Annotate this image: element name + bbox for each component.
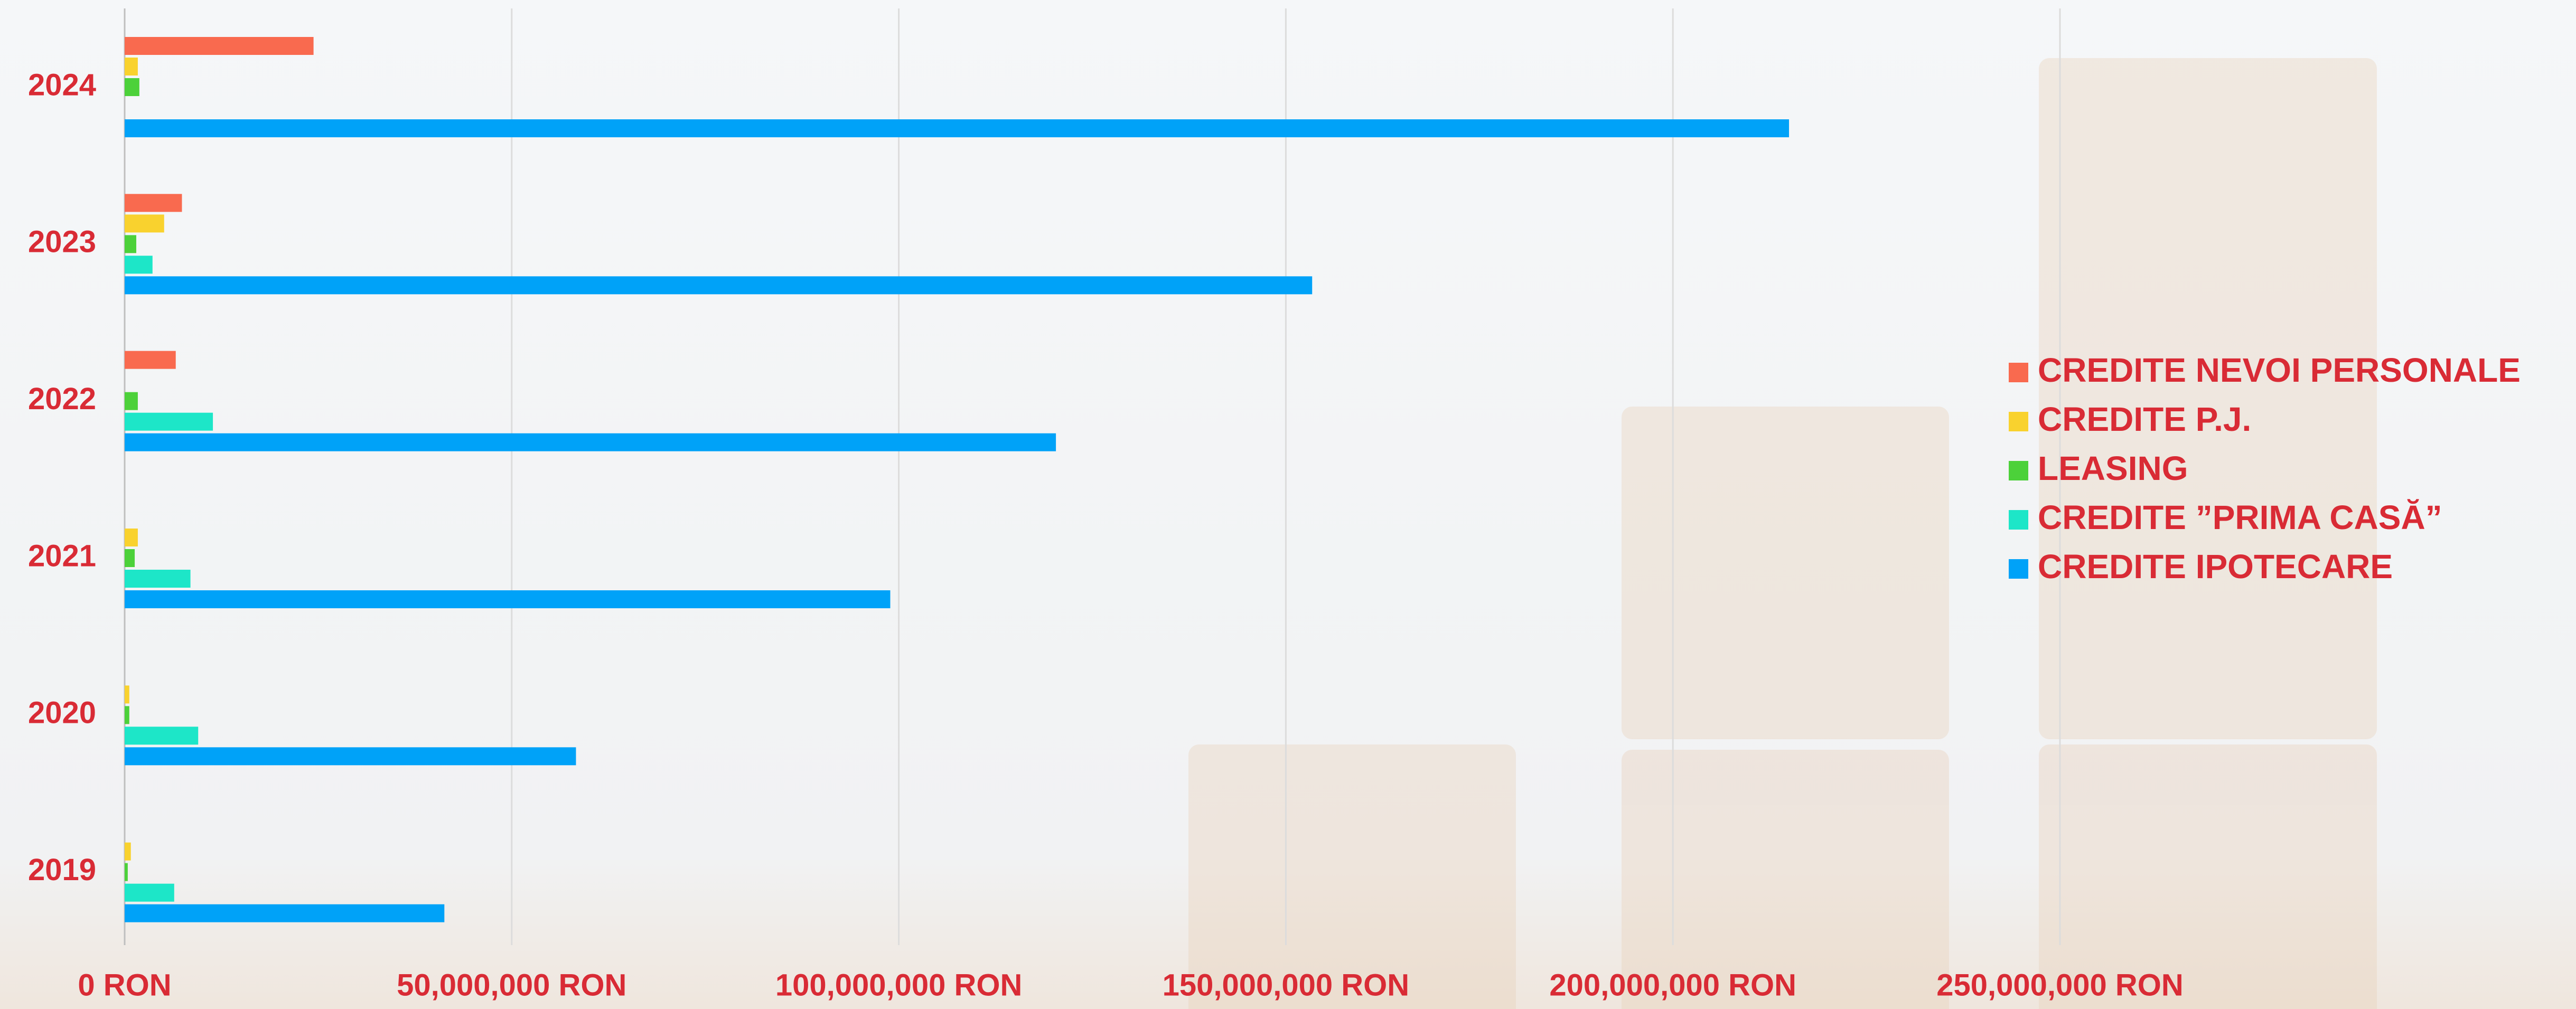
legend-label: LEASING bbox=[2038, 449, 2188, 487]
labels: 0 RON 50,000,000 RON 100,000,000 RON 150,00… bbox=[28, 68, 2184, 1002]
x-tick-label: 100,000,000 RON bbox=[775, 968, 1023, 1002]
bar bbox=[125, 256, 153, 274]
x-tick-label: 200,000,000 RON bbox=[1549, 968, 1796, 1002]
legend-swatch bbox=[2009, 363, 2028, 382]
bar bbox=[125, 78, 139, 96]
y-tick-label: 2024 bbox=[28, 68, 96, 102]
bar bbox=[125, 412, 213, 431]
x-tick-label: 150,000,000 RON bbox=[1163, 968, 1410, 1002]
x-tick-label: 50,000,000 RON bbox=[397, 968, 626, 1002]
legend-swatch bbox=[2009, 510, 2028, 530]
legend-swatch bbox=[2009, 559, 2028, 579]
legend-label: CREDITE NEVOI PERSONALE bbox=[2038, 351, 2521, 389]
bar bbox=[125, 276, 1313, 295]
bar bbox=[125, 842, 131, 861]
bar bbox=[125, 590, 891, 608]
bar bbox=[125, 529, 138, 546]
bar bbox=[125, 235, 136, 253]
y-tick-label: 2023 bbox=[28, 225, 96, 259]
decoration bbox=[1188, 58, 2377, 1009]
bar bbox=[125, 37, 314, 55]
y-tick-label: 2022 bbox=[28, 382, 96, 416]
y-tick-label: 2020 bbox=[28, 696, 96, 730]
legend: CREDITE NEVOI PERSONALE CREDITE P.J. LEASI… bbox=[2009, 351, 2521, 586]
bar bbox=[125, 392, 138, 410]
bar bbox=[125, 706, 129, 724]
legend-label: CREDITE P.J. bbox=[2038, 400, 2251, 438]
y-tick-label: 2019 bbox=[28, 853, 96, 887]
bar bbox=[125, 549, 135, 567]
bar bbox=[125, 863, 128, 881]
legend-label: CREDITE ”PRIMA CASĂ” bbox=[2038, 498, 2442, 536]
bar bbox=[125, 194, 182, 212]
legend-label: CREDITE IPOTECARE bbox=[2038, 548, 2393, 586]
bar bbox=[125, 433, 1056, 451]
grid bbox=[124, 8, 2061, 945]
bar bbox=[125, 685, 129, 704]
bar bbox=[125, 727, 199, 745]
y-tick-label: 2021 bbox=[28, 539, 96, 573]
bar bbox=[125, 214, 164, 233]
bar bbox=[125, 351, 176, 369]
bars bbox=[125, 37, 1790, 922]
bar bbox=[125, 747, 576, 766]
bar bbox=[125, 904, 445, 922]
legend-swatch bbox=[2009, 461, 2028, 480]
x-tick-label: 0 RON bbox=[78, 968, 171, 1002]
bar bbox=[125, 570, 191, 588]
bar bbox=[125, 883, 174, 902]
bar bbox=[125, 119, 1790, 137]
legend-swatch bbox=[2009, 412, 2028, 431]
x-tick-label: 250,000,000 RON bbox=[1936, 968, 2184, 1002]
bar bbox=[125, 58, 138, 76]
